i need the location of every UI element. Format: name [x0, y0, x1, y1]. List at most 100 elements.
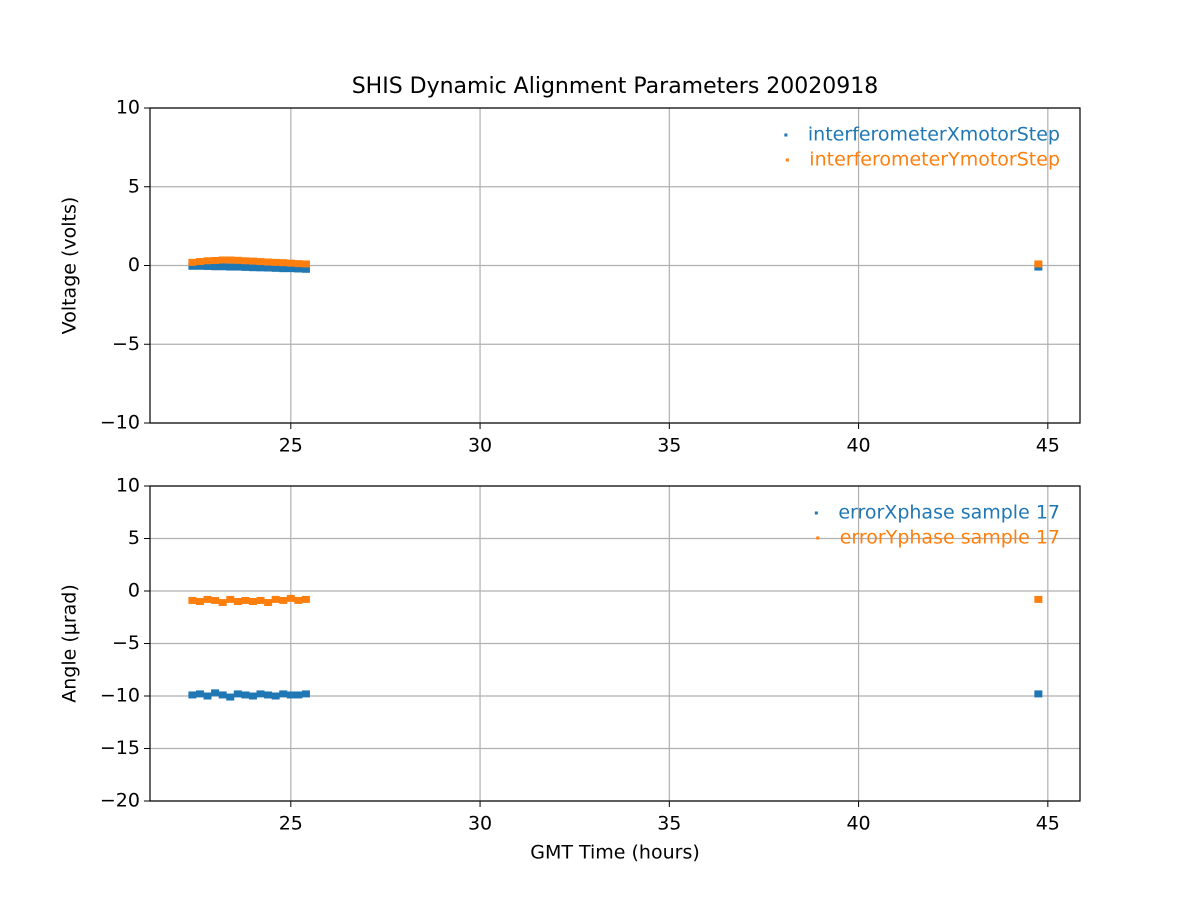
legend-label: interferometerXmotorStep [808, 124, 1060, 146]
point [188, 262, 197, 270]
point [279, 259, 288, 267]
point [271, 692, 280, 700]
point [248, 257, 257, 265]
x-tick-label: 30 [468, 435, 492, 457]
point [203, 257, 212, 265]
point [1034, 595, 1043, 603]
point [233, 263, 242, 271]
legend-label: interferometerYmotorStep [809, 149, 1060, 171]
y-axis-label: Angle (μrad) [59, 584, 81, 703]
point [271, 595, 280, 603]
y-tick-label: 5 [128, 527, 140, 549]
point [233, 256, 242, 264]
axes-frame [149, 107, 1081, 424]
y-tick-label: −10 [100, 685, 140, 707]
point [301, 595, 310, 603]
point [248, 692, 257, 700]
point [279, 265, 288, 273]
point [279, 690, 288, 698]
point [195, 690, 204, 698]
x-tick-label: 40 [846, 813, 870, 835]
y-tick-label: 10 [116, 97, 140, 119]
y-tick-label: −20 [100, 790, 140, 812]
point [233, 598, 242, 605]
y-axis-label: Voltage (volts) [59, 197, 81, 335]
point [211, 596, 220, 604]
point [218, 691, 227, 699]
y-tick-label: −10 [100, 412, 140, 434]
point [226, 693, 235, 701]
point [256, 258, 265, 266]
point [195, 262, 204, 270]
point [286, 259, 295, 267]
point [226, 595, 235, 603]
point [233, 690, 242, 698]
point [211, 689, 220, 697]
point [188, 258, 197, 266]
point [301, 690, 310, 698]
point [218, 599, 227, 607]
y-tick-label: 5 [128, 175, 140, 197]
point [294, 691, 303, 699]
legend-marker [784, 133, 788, 137]
y-tick-label: 0 [128, 254, 140, 276]
y-tick-label: 0 [128, 580, 140, 602]
point [1034, 690, 1043, 698]
y-tick-label: 10 [116, 475, 140, 497]
point [301, 260, 310, 268]
point [264, 264, 273, 272]
point [203, 595, 212, 603]
x-tick-label: 25 [279, 813, 303, 835]
point [188, 596, 197, 604]
point [1034, 260, 1043, 268]
point [226, 263, 235, 271]
point [286, 265, 295, 273]
point [203, 262, 212, 270]
x-tick-label: 45 [1036, 435, 1060, 457]
point [241, 596, 250, 604]
point [264, 258, 273, 266]
point [294, 596, 303, 604]
point [286, 594, 295, 602]
point [226, 256, 235, 264]
x-tick-label: 35 [657, 813, 681, 835]
point [248, 264, 257, 272]
point [279, 596, 288, 604]
point [241, 257, 250, 265]
point [195, 258, 204, 266]
point [256, 264, 265, 272]
point [294, 260, 303, 268]
x-axis-label: GMT Time (hours) [530, 842, 700, 864]
point [211, 263, 220, 271]
point [271, 264, 280, 272]
point [211, 256, 220, 264]
point [195, 598, 204, 605]
legend-label: errorXphase sample 17 [838, 502, 1060, 524]
x-tick-label: 35 [657, 435, 681, 457]
x-tick-label: 40 [846, 435, 870, 457]
point [301, 265, 310, 273]
point [256, 690, 265, 698]
chart-title: SHIS Dynamic Alignment Parameters 200209… [352, 74, 879, 99]
point [248, 598, 257, 605]
point [218, 263, 227, 271]
point [286, 691, 295, 699]
point [241, 691, 250, 699]
point [294, 265, 303, 273]
y-tick-label: −15 [100, 737, 140, 759]
legend-marker [816, 536, 820, 540]
point [264, 691, 273, 699]
point [188, 691, 197, 699]
point [218, 256, 227, 264]
y-tick-label: −5 [112, 632, 140, 654]
point [264, 599, 273, 607]
legend-marker [814, 511, 818, 515]
legend-marker [785, 158, 789, 162]
x-tick-label: 30 [468, 813, 492, 835]
axes-frame [149, 485, 1081, 802]
point [241, 263, 250, 271]
point [203, 692, 212, 700]
x-tick-label: 45 [1036, 813, 1060, 835]
legend-label: errorYphase sample 17 [840, 527, 1060, 549]
